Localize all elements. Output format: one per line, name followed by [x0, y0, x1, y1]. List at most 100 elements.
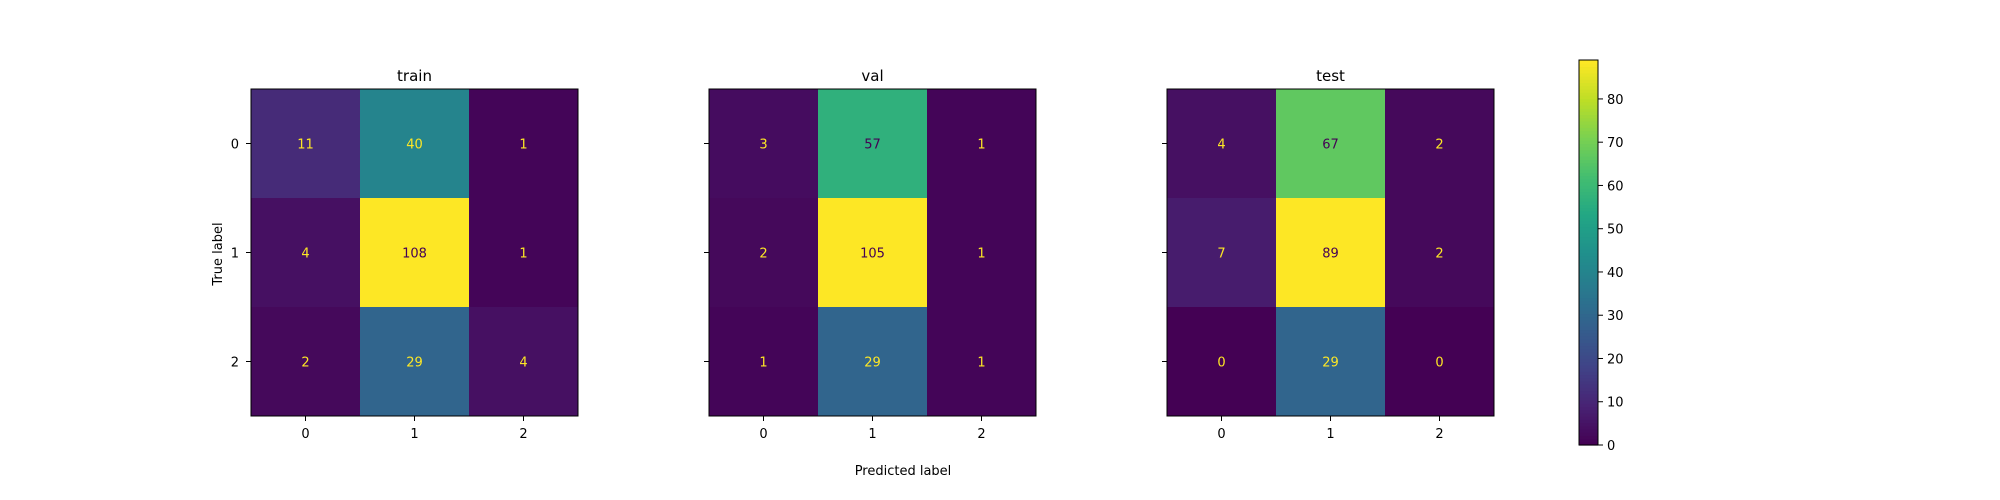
cell-value-label: 4 [519, 356, 527, 371]
colorbar-segment [1579, 69, 1598, 74]
cell-value-label: 4 [1217, 138, 1225, 153]
colorbar-segment [1579, 255, 1598, 260]
heatmap-cell [1167, 89, 1276, 198]
heatmap-cell [1167, 307, 1276, 416]
colorbar-segment [1579, 310, 1598, 315]
heatmap-cell [360, 198, 469, 307]
heatmap-cell [818, 307, 927, 416]
colorbar-segment [1579, 175, 1598, 180]
colorbar-segment [1579, 419, 1598, 424]
colorbar-segment [1579, 66, 1598, 71]
colorbar-segment [1579, 332, 1598, 337]
heatmap-cell [251, 89, 360, 198]
colorbar-segment [1579, 79, 1598, 84]
colorbar-segment [1579, 82, 1598, 87]
heatmap-cell [818, 89, 927, 198]
cell-value-label: 57 [864, 138, 881, 153]
colorbar-segment [1579, 217, 1598, 222]
colorbar-segment [1579, 191, 1598, 196]
colorbar-segment [1579, 88, 1598, 93]
colorbar-segment [1579, 162, 1598, 167]
colorbar-segment [1579, 384, 1598, 388]
colorbar-segment [1579, 133, 1598, 138]
colorbar-segment [1579, 390, 1598, 395]
cell-value-label: 29 [1322, 356, 1339, 371]
colorbar-segment [1579, 294, 1598, 299]
cell-value-label: 67 [1322, 138, 1339, 153]
colorbar-segment [1579, 249, 1598, 254]
cell-value-label: 1 [759, 356, 767, 371]
heatmap-cell [469, 307, 578, 416]
heatmap-cell [927, 198, 1036, 307]
colorbar-tick-label: 60 [1607, 179, 1624, 194]
x-tick-label: 2 [977, 427, 985, 442]
colorbar-segment [1579, 416, 1598, 420]
colorbar-segment [1579, 140, 1598, 145]
colorbar-segment [1579, 441, 1598, 446]
colorbar-segment [1579, 435, 1598, 440]
heatmap-cell [251, 198, 360, 307]
colorbar-tick-label: 30 [1607, 309, 1624, 324]
colorbar-segment [1579, 143, 1598, 148]
y-tick-label: 0 [231, 138, 239, 153]
colorbar-segment [1579, 377, 1598, 382]
colorbar-tick-label: 20 [1607, 352, 1624, 367]
colorbar-segment [1579, 120, 1598, 125]
colorbar-segment [1579, 355, 1598, 359]
colorbar-segment [1579, 303, 1598, 308]
cell-value-label: 2 [1435, 138, 1443, 153]
cell-value-label: 29 [864, 356, 881, 371]
colorbar-segment [1579, 169, 1598, 173]
heatmap-cell [709, 198, 818, 307]
colorbar-segment [1579, 284, 1598, 289]
colorbar-segment [1579, 268, 1598, 273]
colorbar-segment [1579, 265, 1598, 270]
colorbar-segment [1579, 374, 1598, 379]
cell-value-label: 11 [297, 138, 314, 153]
colorbar-segment [1579, 230, 1598, 234]
cell-value-label: 0 [1435, 356, 1443, 371]
colorbar-segment [1579, 400, 1598, 404]
heatmap-cell [1385, 307, 1494, 416]
colorbar-segment [1579, 281, 1598, 286]
colorbar-segment [1579, 364, 1598, 369]
colorbar-segment [1579, 156, 1598, 161]
heatmap-cell [927, 307, 1036, 416]
colorbar-segment [1579, 313, 1598, 318]
heatmap-cell [469, 89, 578, 198]
colorbar-tick-label: 10 [1607, 396, 1624, 411]
colorbar-segment [1579, 226, 1598, 231]
heatmap-cell [1385, 198, 1494, 307]
colorbar-segment [1579, 137, 1598, 141]
heatmap-cell [1276, 307, 1385, 416]
colorbar-segment [1579, 387, 1598, 392]
colorbar-segment [1579, 287, 1598, 292]
cell-value-label: 1 [977, 247, 985, 262]
colorbar-segment [1579, 252, 1598, 257]
y-tick-label: 1 [231, 247, 239, 262]
colorbar-segment [1579, 185, 1598, 189]
colorbar-segment [1579, 406, 1598, 411]
colorbar-frame [1578, 59, 1599, 446]
heatmap-cell [709, 89, 818, 198]
colorbar-segment [1579, 117, 1598, 122]
colorbar-segment [1579, 210, 1598, 215]
x-tick-label: 1 [868, 427, 876, 442]
colorbar-segment [1579, 98, 1598, 103]
colorbar-segment [1579, 111, 1598, 116]
colorbar-segment [1579, 326, 1598, 331]
colorbar-segment [1579, 307, 1598, 311]
x-tick-label: 1 [1326, 427, 1334, 442]
cell-value-label: 2 [759, 247, 767, 262]
heatmap-cell [360, 307, 469, 416]
colorbar-segment [1579, 412, 1598, 417]
colorbar-segment [1579, 438, 1598, 443]
cell-value-label: 3 [759, 138, 767, 153]
heatmap-cell [818, 198, 927, 307]
heatmap-cell [1167, 198, 1276, 307]
colorbar: 0 10 20 30 40 50 60 70 80 [1578, 59, 1624, 454]
colorbar-segment [1579, 316, 1598, 321]
colorbar-segment [1579, 207, 1598, 212]
colorbar-segment [1579, 368, 1598, 372]
